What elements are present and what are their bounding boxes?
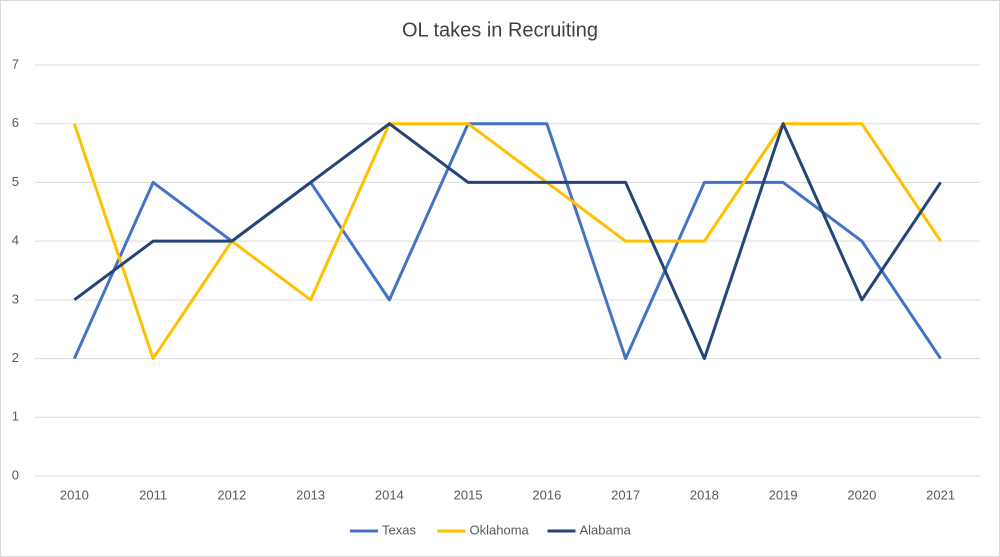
y-tick-label: 7 — [12, 56, 19, 71]
y-tick-label: 1 — [12, 409, 19, 424]
legend-label: Oklahoma — [470, 522, 530, 537]
x-tick-label: 2017 — [611, 487, 640, 502]
x-tick-label: 2011 — [139, 487, 167, 502]
y-tick-label: 3 — [12, 291, 19, 306]
x-tick-label: 2020 — [847, 487, 876, 502]
y-tick-label: 2 — [12, 350, 19, 365]
data-line — [73, 122, 942, 361]
data-line — [73, 122, 942, 361]
legend-label: Alabama — [580, 522, 632, 537]
x-tick-label: 2021 — [926, 487, 955, 502]
x-tick-label: 2016 — [532, 487, 561, 502]
x-tick-label: 2014 — [375, 487, 404, 502]
x-tick-label: 2019 — [769, 487, 798, 502]
chart-title: OL takes in Recruiting — [402, 19, 598, 41]
x-tick-label: 2012 — [217, 487, 246, 502]
legend-label: Texas — [382, 522, 416, 537]
y-tick-label: 0 — [12, 467, 19, 482]
x-tick-label: 2010 — [60, 487, 89, 502]
y-tick-label: 6 — [12, 115, 19, 130]
y-tick-label: 5 — [12, 174, 19, 189]
x-tick-label: 2015 — [454, 487, 483, 502]
x-tick-label: 2013 — [296, 487, 325, 502]
x-tick-label: 2018 — [690, 487, 719, 502]
y-tick-label: 4 — [12, 233, 19, 248]
data-line — [72, 122, 942, 361]
